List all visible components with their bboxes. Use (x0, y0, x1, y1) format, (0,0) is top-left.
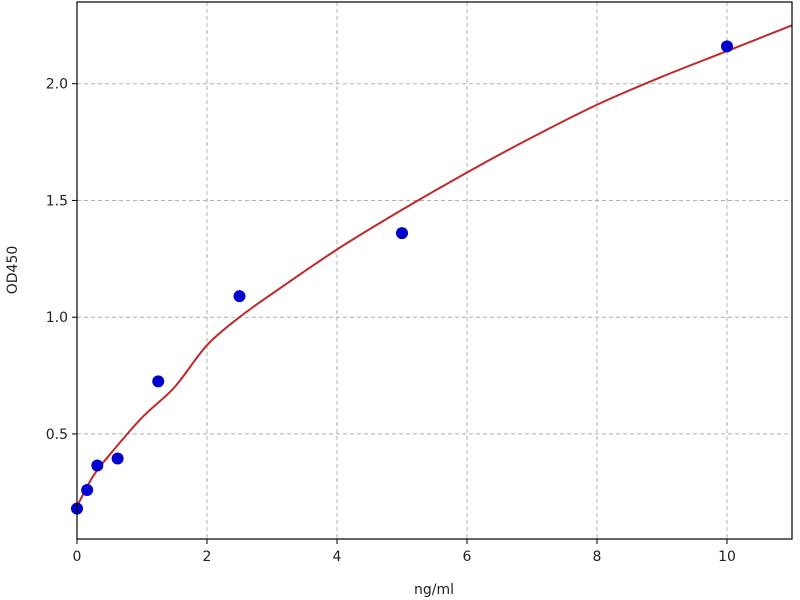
data-point (721, 40, 733, 53)
y-tick-label: 2.0 (46, 77, 68, 93)
data-point (91, 459, 104, 472)
grid (77, 2, 792, 539)
plot-frame (76, 1, 793, 540)
x-axis-label: ng/ml (414, 582, 454, 598)
data-points (71, 40, 733, 515)
x-tick-label: 4 (333, 549, 342, 565)
data-point (81, 483, 94, 496)
ticks: 0 2 4 6 8 10 0.5 1.0 1.5 2.0 (46, 77, 736, 565)
data-point (396, 227, 408, 240)
data-point (152, 375, 165, 388)
fit-curve (76, 24, 793, 507)
x-tick-label: 2 (203, 549, 212, 565)
x-tick-label: 0 (73, 549, 82, 565)
y-tick-label: 1.5 (46, 193, 68, 209)
x-tick-label: 6 (463, 549, 472, 565)
data-point (233, 290, 246, 303)
x-tick-label: 8 (593, 549, 602, 565)
y-tick-label: 1.0 (46, 310, 68, 326)
y-axis-label: OD450 (5, 246, 21, 295)
y-tick-label: 0.5 (46, 427, 68, 443)
data-point (111, 452, 124, 465)
x-tick-label: 10 (718, 549, 736, 565)
